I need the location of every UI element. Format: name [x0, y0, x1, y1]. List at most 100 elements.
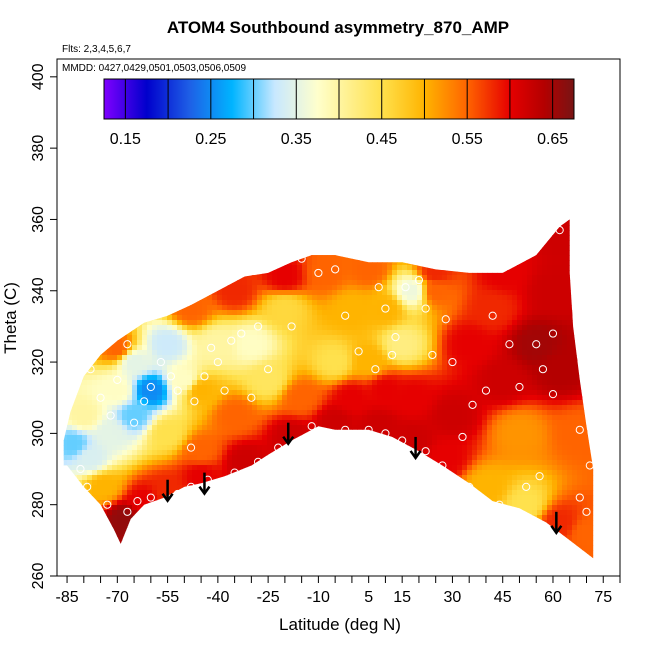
field-cell: [232, 350, 238, 356]
field-cell: [87, 280, 93, 286]
field-cell: [112, 530, 118, 536]
field-cell: [347, 460, 353, 466]
field-cell: [72, 530, 78, 536]
field-cell: [192, 245, 198, 251]
field-cell: [112, 385, 118, 391]
field-cell: [217, 545, 223, 551]
field-cell: [272, 255, 278, 261]
field-cell: [107, 290, 113, 296]
field-cell: [237, 240, 243, 246]
field-cell: [162, 395, 168, 401]
field-cell: [147, 510, 153, 516]
field-cell: [77, 480, 83, 486]
field-cell: [267, 430, 273, 436]
field-cell: [347, 560, 353, 566]
field-cell: [162, 280, 168, 286]
field-cell: [362, 225, 368, 231]
field-cell: [302, 470, 308, 476]
field-cell: [237, 225, 243, 231]
field-cell: [212, 255, 218, 261]
field-cell: [362, 320, 368, 326]
field-cell: [97, 260, 103, 266]
field-cell: [67, 415, 73, 421]
field-cell: [152, 219, 158, 221]
field-cell: [292, 565, 298, 571]
field-cell: [307, 475, 313, 481]
field-cell: [202, 570, 208, 576]
field-cell: [357, 410, 363, 416]
field-cell: [317, 185, 323, 191]
field-cell: [222, 195, 228, 201]
field-cell: [117, 405, 123, 411]
field-cell: [97, 535, 103, 541]
field-cell: [242, 525, 248, 531]
field-cell: [277, 460, 283, 466]
field-cell: [232, 250, 238, 256]
field-cell: [302, 180, 308, 186]
field-cell: [107, 315, 113, 321]
field-cell: [122, 410, 128, 416]
field-cell: [287, 560, 293, 566]
field-cell: [72, 490, 78, 496]
field-cell: [272, 475, 278, 481]
field-cell: [237, 205, 243, 211]
field-cell: [102, 485, 108, 491]
field-cell: [257, 550, 263, 556]
field-cell: [157, 185, 163, 191]
field-cell: [177, 480, 183, 486]
field-cell: [217, 450, 223, 456]
field-cell: [127, 305, 133, 311]
field-cell: [67, 405, 73, 411]
field-cell: [147, 240, 153, 246]
field-cell: [307, 525, 313, 531]
field-cell: [282, 225, 288, 231]
field-cell: [282, 410, 288, 416]
field-cell: [152, 440, 158, 446]
field-cell: [167, 250, 173, 256]
field-cell: [107, 420, 113, 426]
field-cell: [297, 325, 303, 331]
field-cell: [67, 370, 73, 376]
field-cell: [267, 225, 273, 231]
field-cell: [342, 410, 348, 416]
field-cell: [182, 430, 188, 436]
field-cell: [277, 495, 283, 501]
field-cell: [92, 445, 98, 451]
field-cell: [102, 405, 108, 411]
field-cell: [63, 395, 68, 401]
field-cell: [267, 525, 273, 531]
field-cell: [162, 345, 168, 351]
field-cell: [337, 470, 343, 476]
field-cell: [247, 490, 253, 496]
field-cell: [332, 430, 338, 436]
field-cell: [307, 345, 313, 351]
field-cell: [162, 470, 168, 476]
field-cell: [182, 485, 188, 491]
field-cell: [297, 570, 303, 576]
field-cell: [287, 375, 293, 381]
field-cell: [187, 425, 193, 431]
field-cell: [257, 475, 263, 481]
field-cell: [122, 355, 128, 361]
field-cell: [317, 525, 323, 531]
field-cell: [172, 415, 178, 421]
field-cell: [317, 445, 323, 451]
field-cell: [302, 395, 308, 401]
field-cell: [257, 390, 263, 396]
field-cell: [147, 325, 153, 331]
field-cell: [202, 545, 208, 551]
field-cell: [112, 440, 118, 446]
field-cell: [67, 219, 73, 221]
field-cell: [247, 500, 253, 506]
field-cell: [222, 250, 228, 256]
field-cell: [277, 435, 283, 441]
field-cell: [122, 435, 128, 441]
field-cell: [117, 560, 123, 566]
field-cell: [187, 500, 193, 506]
field-cell: [217, 320, 223, 326]
field-cell: [82, 200, 88, 206]
field-cell: [222, 210, 228, 216]
field-cell: [217, 240, 223, 246]
field-cell: [182, 460, 188, 466]
field-cell: [172, 400, 178, 406]
